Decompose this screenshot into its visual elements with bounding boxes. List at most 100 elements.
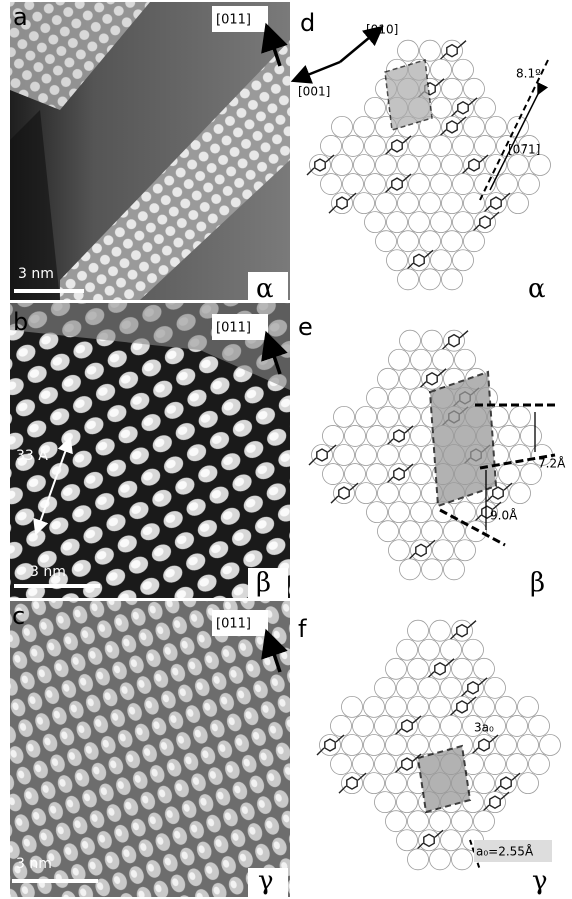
substrate-atom [400, 559, 421, 580]
substrate-atom [519, 174, 540, 195]
substrate-atom [464, 231, 485, 252]
substrate-atom [411, 464, 432, 485]
stm-panel-b: b [011] 33 Å 3 nm β [10, 303, 290, 598]
substrate-atom [353, 754, 374, 775]
substrate-atom [474, 658, 495, 679]
substrate-atom [342, 696, 363, 717]
substrate-atom [452, 696, 473, 717]
substrate-atom [398, 40, 419, 61]
substrate-atom [474, 773, 495, 794]
substrate-atom [367, 387, 388, 408]
substrate-atom [356, 406, 377, 427]
substrate-atom [411, 425, 432, 446]
substrate-atom [422, 559, 443, 580]
distance-label: 7.2Å [538, 456, 566, 471]
substrate-atom [442, 116, 463, 137]
substrate-atom [364, 735, 385, 756]
substrate-atom [430, 658, 451, 679]
substrate-atom [345, 464, 366, 485]
substrate-atom [419, 830, 440, 851]
panel-label: f [298, 615, 307, 643]
substrate-atom [464, 155, 485, 176]
substrate-atom [452, 620, 473, 641]
substrate-atom [411, 387, 432, 408]
substrate-atom [378, 368, 399, 389]
substrate-atom [419, 715, 440, 736]
panel-label: c [12, 602, 25, 630]
substrate-atom [420, 231, 441, 252]
distance-label: 9.0Å [490, 508, 518, 523]
substrate-atom [400, 483, 421, 504]
diagram-f [317, 620, 561, 870]
substrate-atom [364, 773, 385, 794]
substrate-atom [408, 849, 429, 870]
substrate-atom [312, 445, 333, 466]
substrate-atom [486, 116, 507, 137]
direction-label: [011] [216, 321, 251, 336]
substrate-atom [354, 193, 375, 214]
substrate-atom [331, 715, 352, 736]
substrate-atom [431, 59, 452, 80]
substrate-atom [463, 677, 484, 698]
substrate-atom [332, 116, 353, 137]
substrate-atom [420, 269, 441, 290]
substrate-atom [474, 696, 495, 717]
panel-label: d [300, 9, 315, 37]
scale-label: 3 nm [16, 856, 52, 872]
substrate-atom [387, 174, 408, 195]
substrate-atom [408, 811, 429, 832]
substrate-atom [442, 155, 463, 176]
substrate-atom [442, 40, 463, 61]
substrate-atom [431, 97, 452, 118]
substrate-atom [507, 715, 528, 736]
substrate-atom [422, 521, 443, 542]
substrate-atom [365, 212, 386, 233]
substrate-atom [378, 483, 399, 504]
substrate-atom [356, 483, 377, 504]
substrate-atom [431, 135, 452, 156]
substrate-atom [444, 330, 465, 351]
substrate-atom [485, 754, 506, 775]
substrate-atom [408, 620, 429, 641]
phase-label: γ [532, 866, 548, 896]
substrate-atom [499, 425, 520, 446]
substrate-atom [442, 231, 463, 252]
substrate-atom [431, 212, 452, 233]
substrate-atom [334, 406, 355, 427]
substrate-atom [420, 155, 441, 176]
substrate-atom [452, 658, 473, 679]
substrate-atom [464, 78, 485, 99]
substrate-atom [387, 250, 408, 271]
substrate-atom [496, 735, 517, 756]
substrate-atom [409, 135, 430, 156]
substrate-atom [400, 521, 421, 542]
substrate-atom [510, 483, 531, 504]
substrate-atom [343, 135, 364, 156]
substrate-atom [463, 639, 484, 660]
substrate-atom [389, 540, 410, 561]
substrate-atom [365, 135, 386, 156]
substrate-atom [398, 155, 419, 176]
direction-label: [011] [216, 13, 251, 28]
substrate-atom [518, 735, 539, 756]
substrate-atom [408, 735, 429, 756]
substrate-atom [529, 754, 550, 775]
direction-label: [07̄1] [508, 143, 540, 157]
substrate-atom [430, 696, 451, 717]
substrate-atom [444, 521, 465, 542]
substrate-atom [367, 464, 388, 485]
substrate-atom [400, 445, 421, 466]
phase-label: α [528, 274, 546, 304]
substrate-atom [386, 811, 407, 832]
substrate-atom [452, 811, 473, 832]
substrate-atom [375, 754, 396, 775]
substrate-atom [375, 677, 396, 698]
lattice-constant-label: a₀=2.55Å [476, 844, 534, 859]
substrate-atom [400, 368, 421, 389]
substrate-atom [442, 269, 463, 290]
substrate-atom [441, 639, 462, 660]
phase-label: γ [258, 866, 274, 896]
substrate-atom [353, 715, 374, 736]
substrate-atom [364, 696, 385, 717]
substrate-atom [397, 677, 418, 698]
